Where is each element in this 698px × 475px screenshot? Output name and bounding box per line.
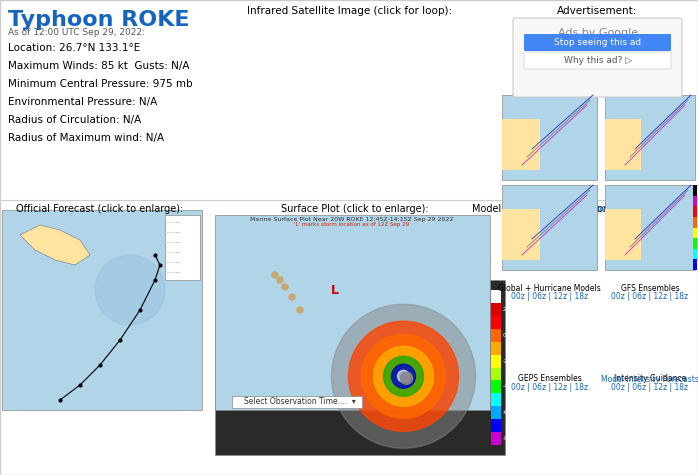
Bar xyxy=(491,380,501,393)
Text: Select Observation Time....  ▾: Select Observation Time.... ▾ xyxy=(244,398,356,407)
Text: Advertisement:: Advertisement: xyxy=(557,6,637,16)
Text: -82: -82 xyxy=(503,436,512,441)
Text: ---- ----: ---- ---- xyxy=(167,230,180,234)
Bar xyxy=(491,419,501,432)
Bar xyxy=(693,185,697,196)
Text: Official Forecast (click to enlarge):: Official Forecast (click to enlarge): xyxy=(16,204,184,214)
Bar xyxy=(491,368,501,380)
Bar xyxy=(502,209,540,260)
Bar xyxy=(491,329,501,342)
Circle shape xyxy=(401,372,413,384)
Bar xyxy=(605,119,641,170)
Text: Minimum Central Pressure: 975 mb: Minimum Central Pressure: 975 mb xyxy=(8,79,193,89)
Bar xyxy=(215,280,505,455)
Bar xyxy=(491,290,501,303)
FancyBboxPatch shape xyxy=(524,52,671,69)
FancyBboxPatch shape xyxy=(524,34,671,51)
Text: Surface Plot (click to enlarge):: Surface Plot (click to enlarge): xyxy=(281,204,429,214)
Text: GFS Ensembles: GFS Ensembles xyxy=(621,284,679,293)
Text: ---- ----: ---- ---- xyxy=(167,220,180,224)
Text: ---- ----: ---- ---- xyxy=(167,240,180,244)
Text: Infrared Satellite Image (click for loop):: Infrared Satellite Image (click for loop… xyxy=(247,6,452,16)
Text: 0: 0 xyxy=(503,332,507,338)
Text: 00z | 06z | 12z | 18z: 00z | 06z | 12z | 18z xyxy=(611,292,688,301)
Text: Maximum Winds: 85 kt  Gusts: N/A: Maximum Winds: 85 kt Gusts: N/A xyxy=(8,61,189,71)
Text: Model Forecasts (list of model acronyms):: Model Forecasts (list of model acronyms)… xyxy=(472,204,676,214)
Bar xyxy=(232,396,362,408)
Bar xyxy=(502,95,597,180)
Bar xyxy=(693,228,697,238)
Bar xyxy=(693,206,697,217)
Circle shape xyxy=(282,284,288,290)
Circle shape xyxy=(95,255,165,325)
Bar xyxy=(693,196,697,206)
Bar xyxy=(491,316,501,329)
Text: 'L' marks storm location as of 12Z Sep 29: 'L' marks storm location as of 12Z Sep 2… xyxy=(295,222,410,227)
Circle shape xyxy=(373,346,433,406)
Text: Model Intensity Forecasts: Model Intensity Forecasts xyxy=(601,375,698,384)
Text: Environmental Pressure: N/A: Environmental Pressure: N/A xyxy=(8,97,157,107)
Bar xyxy=(2,210,202,410)
Circle shape xyxy=(348,321,459,431)
Text: Location: 26.7°N 133.1°E: Location: 26.7°N 133.1°E xyxy=(8,43,140,53)
Bar xyxy=(165,215,200,280)
Bar xyxy=(502,185,597,270)
Polygon shape xyxy=(20,225,90,265)
Bar xyxy=(502,119,540,170)
Circle shape xyxy=(272,272,278,278)
Text: Why this ad? ▷: Why this ad? ▷ xyxy=(564,56,632,65)
Bar xyxy=(491,303,501,316)
Text: 00z | 06z | 12z | 18z: 00z | 06z | 12z | 18z xyxy=(511,383,588,392)
Bar xyxy=(605,209,641,260)
Text: ---- ----: ---- ---- xyxy=(167,260,180,264)
FancyBboxPatch shape xyxy=(513,18,682,97)
Circle shape xyxy=(397,370,410,382)
Circle shape xyxy=(362,334,445,418)
Bar xyxy=(491,393,501,406)
Text: list of model acronyms: list of model acronyms xyxy=(556,204,667,214)
Circle shape xyxy=(277,277,283,283)
Circle shape xyxy=(383,356,424,396)
Circle shape xyxy=(332,304,475,448)
Text: L: L xyxy=(331,284,339,296)
Text: Ads by Google: Ads by Google xyxy=(558,28,638,38)
Text: Intensity Guidance: Intensity Guidance xyxy=(614,374,686,383)
Text: Typhoon ROKE: Typhoon ROKE xyxy=(8,10,189,30)
Text: 00z | 06z | 12z | 18z: 00z | 06z | 12z | 18z xyxy=(611,383,688,392)
Bar xyxy=(605,95,695,180)
Circle shape xyxy=(297,307,303,313)
Text: 00z | 06z | 12z | 18z: 00z | 06z | 12z | 18z xyxy=(511,292,588,301)
Bar xyxy=(215,215,490,410)
Bar xyxy=(491,342,501,354)
Bar xyxy=(491,354,501,368)
Bar xyxy=(693,249,697,259)
Text: Radius of Circulation: N/A: Radius of Circulation: N/A xyxy=(8,115,141,125)
Text: -20: -20 xyxy=(503,359,512,363)
Text: ---- ----: ---- ---- xyxy=(167,250,180,254)
Circle shape xyxy=(289,294,295,300)
Text: -40: -40 xyxy=(503,384,512,390)
Text: As of 12:00 UTC Sep 29, 2022:: As of 12:00 UTC Sep 29, 2022: xyxy=(8,28,145,37)
Text: Stop seeing this ad: Stop seeing this ad xyxy=(554,38,641,47)
Bar xyxy=(693,259,697,270)
Text: Radius of Maximum wind: N/A: Radius of Maximum wind: N/A xyxy=(8,133,164,143)
Text: Global + Hurricane Models: Global + Hurricane Models xyxy=(498,284,601,293)
Bar xyxy=(605,185,695,270)
Circle shape xyxy=(392,364,415,388)
Bar xyxy=(693,217,697,228)
Text: -60: -60 xyxy=(503,410,512,415)
Bar xyxy=(693,238,697,249)
Text: ---- ----: ---- ---- xyxy=(167,270,180,274)
Bar xyxy=(491,432,501,445)
Bar xyxy=(491,406,501,419)
Text: 20: 20 xyxy=(503,307,510,312)
Text: GEPS Ensembles: GEPS Ensembles xyxy=(518,374,581,383)
Text: Marine Surface Plot Near 20W ROKE 12:45Z-14:15Z Sep 29 2022: Marine Surface Plot Near 20W ROKE 12:45Z… xyxy=(251,217,454,222)
